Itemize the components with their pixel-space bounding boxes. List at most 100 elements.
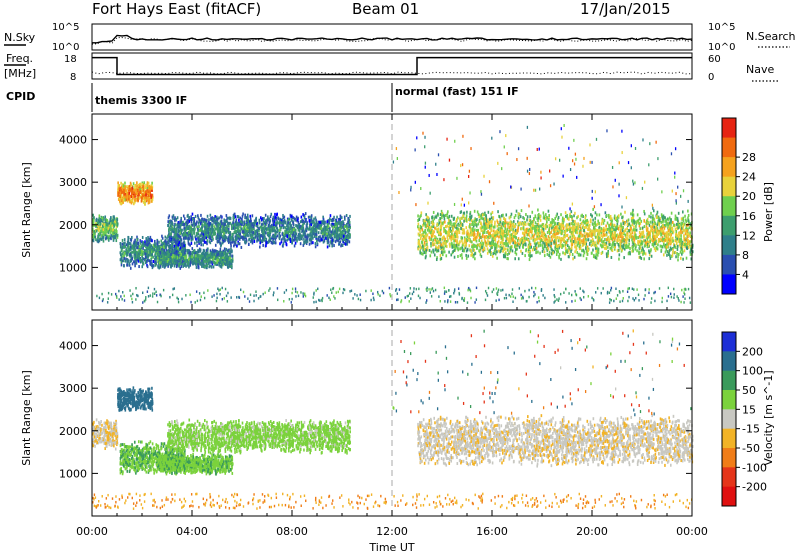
echo-cell [172,250,175,254]
echo-cell [237,223,240,227]
echo-cell [279,242,281,246]
echo-cell [92,220,95,224]
echo-cell [323,224,326,228]
echo-cell [275,222,278,226]
echo-cell [194,227,196,231]
echo-cell [173,225,176,229]
echo-cell [271,229,274,233]
echo-cell [220,256,223,260]
echo-cell [514,251,517,255]
echo-cell [281,223,284,227]
echo-cell [568,245,570,249]
echo-cell [615,228,617,232]
echo-cell [168,226,171,230]
echo-cell [690,257,693,261]
echo-cell [150,260,152,264]
echo-cell [205,255,208,259]
echo-cell [214,215,216,219]
echo-cell [115,223,117,227]
echo-cell [520,209,523,213]
echo-cell [613,216,616,220]
echo-cell [163,247,166,251]
echo-cell [175,227,177,231]
echo-cell [100,234,103,238]
echo-cell [430,242,432,246]
echo-cell [257,227,260,231]
echo-cell [277,228,279,232]
echo-cell [248,223,250,227]
echo-cell [206,266,208,270]
echo-cell [341,229,344,233]
echo-cell [622,219,624,223]
echo-cell [658,229,661,233]
echo-cell [571,218,573,222]
echo-cell [102,216,105,220]
echo-cell [207,258,209,262]
echo-cell [228,239,231,243]
echo-cell [305,240,308,244]
echo-cell [208,220,210,224]
echo-cell [130,192,133,196]
echo-cell [224,228,226,232]
echo-cell [310,241,313,245]
echo-cell [123,188,125,192]
echo-cell [221,230,224,234]
echo-cell [218,240,220,244]
echo-cell [230,265,232,269]
echo-cell [285,230,288,234]
echo-cell [180,216,183,220]
echo-cell [346,229,349,233]
echo-cell [223,252,225,256]
echo-cell [649,220,652,224]
echo-cell [146,246,149,250]
echo-cell [490,246,492,250]
echo-cell [456,239,459,243]
echo-cell [187,239,190,243]
echo-cell [620,222,622,226]
echo-cell [514,245,517,249]
echo-cell [326,241,329,245]
echo-cell [193,225,196,229]
echo-cell [258,227,260,231]
echo-cell [341,238,344,242]
echo-cell [191,260,194,264]
echo-cell [105,234,108,238]
echo-cell [179,266,182,270]
echo-cell [218,228,221,232]
echo-cell [342,234,345,238]
nave-tick-top: 60 [708,54,721,65]
echo-cell [148,241,150,245]
echo-cell [182,260,185,264]
echo-cell [235,221,238,225]
echo-cell [138,193,140,197]
echo-cell [304,219,307,223]
echo-cell [113,218,116,222]
echo-cell [556,227,558,231]
echo-cell [245,240,247,244]
echo-cell [584,214,587,218]
echo-cell [187,262,189,266]
echo-cell [483,225,486,229]
echo-cell [160,250,163,254]
echo-cell [211,230,214,234]
echo-cell [188,232,191,236]
echo-cell [610,248,613,252]
echo-cell [339,223,341,227]
echo-cell [116,220,118,224]
echo-cell [178,241,180,245]
echo-cell [150,188,153,192]
echo-cell [585,240,588,244]
echo-cell [343,233,345,237]
echo-cell [253,239,256,243]
echo-cell [221,227,224,231]
echo-cell [495,247,497,251]
echo-cell [289,221,291,225]
echo-cell [677,211,680,215]
echo-cell [182,220,184,224]
echo-cell [200,233,203,237]
echo-cell [127,197,130,201]
echo-cell [111,221,114,225]
echo-cell [246,232,249,236]
echo-cell [141,240,143,244]
echo-cell [187,230,190,234]
